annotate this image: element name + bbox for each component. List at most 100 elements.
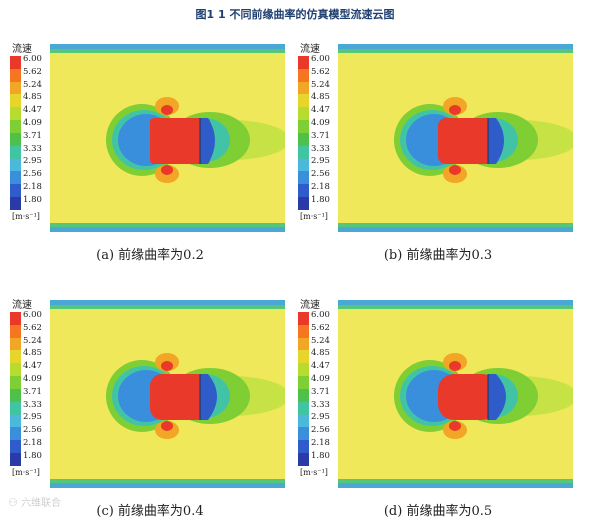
contour-panel: 流速 6.00 5.62 5.24 4.85 4.47 4.09 3.71 3.33 2.95 2… bbox=[10, 40, 290, 270]
velocity-contour-plot bbox=[50, 300, 285, 488]
legend-color-step bbox=[298, 350, 309, 364]
legend-color-step bbox=[298, 81, 309, 95]
legend-tick-label: 3.33 bbox=[311, 399, 330, 410]
legend-colorbar bbox=[298, 312, 309, 466]
legend-tick-label: 5.62 bbox=[23, 66, 42, 77]
legend-tick-label: 1.80 bbox=[23, 450, 42, 461]
legend-color-step bbox=[10, 427, 21, 441]
legend-title: 流速 bbox=[300, 44, 320, 55]
legend-tick-label: 4.09 bbox=[23, 117, 42, 128]
legend-color-step bbox=[10, 107, 21, 121]
legend-color-step bbox=[10, 171, 21, 185]
legend-tick-label: 4.47 bbox=[23, 361, 42, 372]
contour-image bbox=[338, 44, 573, 232]
legend-color-step bbox=[298, 158, 309, 172]
panel-caption: (b) 前缘曲率为0.3 bbox=[383, 248, 493, 263]
legend-tick-label: 2.56 bbox=[311, 169, 330, 180]
legend-tick-label: 4.85 bbox=[311, 92, 330, 103]
legend-tick-label: 5.62 bbox=[311, 322, 330, 333]
legend-tick-label: 1.80 bbox=[23, 194, 42, 205]
legend-labels: 6.00 5.62 5.24 4.85 4.47 4.09 3.71 3.33 2.95 2.56… bbox=[311, 53, 330, 207]
legend-color-step bbox=[10, 401, 21, 415]
legend-tick-label: 3.71 bbox=[311, 130, 330, 141]
legend-tick-label: 1.80 bbox=[311, 450, 330, 461]
legend-color-step bbox=[298, 197, 309, 210]
legend-colorbar bbox=[298, 56, 309, 210]
legend-tick-label: 6.00 bbox=[23, 310, 42, 320]
legend-tick-label: 4.85 bbox=[311, 348, 330, 359]
legend-color-step bbox=[10, 376, 21, 389]
legend-color-step bbox=[298, 120, 309, 133]
legend-color-step bbox=[10, 197, 21, 210]
legend-tick-label: 3.71 bbox=[23, 130, 42, 141]
legend-color-step bbox=[298, 184, 309, 198]
legend-color-step bbox=[298, 440, 309, 454]
legend-color-step bbox=[10, 337, 21, 351]
legend-color-step bbox=[298, 388, 309, 402]
legend-title: 流速 bbox=[12, 300, 32, 311]
legend-tick-label: 6.00 bbox=[311, 310, 330, 320]
legend-title: 流速 bbox=[12, 44, 32, 55]
legend-color-step bbox=[10, 81, 21, 95]
contour-panel: 流速 6.00 5.62 5.24 4.85 4.47 4.09 3.71 3.33 2.95 2… bbox=[298, 40, 578, 270]
legend-title: 流速 bbox=[300, 300, 320, 311]
legend-color-step bbox=[298, 171, 309, 185]
legend-color-step bbox=[10, 68, 21, 82]
legend-color-step bbox=[298, 401, 309, 415]
legend-color-step bbox=[298, 414, 309, 428]
legend-tick-label: 6.00 bbox=[23, 54, 42, 64]
legend-tick-label: 5.24 bbox=[311, 79, 330, 90]
legend-color-step bbox=[298, 427, 309, 441]
legend-tick-label: 2.18 bbox=[311, 437, 330, 448]
legend-tick-label: 3.71 bbox=[311, 386, 330, 397]
legend-color-step bbox=[10, 440, 21, 454]
legend-color-step bbox=[10, 145, 21, 159]
legend-color-step bbox=[10, 94, 21, 108]
legend-color-step bbox=[298, 312, 309, 325]
legend-color-step bbox=[10, 184, 21, 198]
contour-image bbox=[50, 44, 285, 232]
legend-tick-label: 2.56 bbox=[23, 169, 42, 180]
legend-tick-label: 2.95 bbox=[311, 412, 330, 423]
legend-unit: [m·s⁻¹] bbox=[300, 212, 328, 221]
legend-color-step bbox=[10, 324, 21, 338]
watermark-text: 六维联合 bbox=[21, 498, 62, 509]
legend-tick-label: 3.33 bbox=[23, 399, 42, 410]
legend-unit: [m·s⁻¹] bbox=[300, 468, 328, 477]
legend-color-step bbox=[10, 120, 21, 133]
velocity-contour-plot bbox=[338, 300, 573, 488]
contour-panel: 流速 6.00 5.62 5.24 4.85 4.47 4.09 3.71 3.33 2.95 2… bbox=[298, 296, 578, 526]
legend-tick-label: 4.47 bbox=[311, 361, 330, 372]
legend-color-step bbox=[10, 312, 21, 325]
legend-color-step bbox=[298, 324, 309, 338]
legend-color-step bbox=[298, 68, 309, 82]
legend-tick-label: 5.24 bbox=[23, 335, 42, 346]
legend-tick-label: 5.24 bbox=[311, 335, 330, 346]
legend-color-step bbox=[298, 337, 309, 351]
legend-color-step bbox=[298, 145, 309, 159]
legend-color-step bbox=[10, 414, 21, 428]
legend-color-step bbox=[298, 453, 309, 466]
contour-panel: 流速 6.00 5.62 5.24 4.85 4.47 4.09 3.71 3.33 2.95 2… bbox=[10, 296, 290, 526]
legend-color-step bbox=[10, 56, 21, 69]
legend-tick-label: 4.09 bbox=[311, 373, 330, 384]
legend-color-step bbox=[298, 107, 309, 121]
velocity-contour-plot bbox=[50, 44, 285, 232]
legend-labels: 6.00 5.62 5.24 4.85 4.47 4.09 3.71 3.33 2.95 2.56… bbox=[311, 309, 330, 463]
legend-unit: [m·s⁻¹] bbox=[12, 468, 40, 477]
contour-image bbox=[50, 300, 285, 488]
legend-labels: 6.00 5.62 5.24 4.85 4.47 4.09 3.71 3.33 2.95 2.56… bbox=[23, 53, 42, 207]
panel-caption: (a) 前缘曲率为0.2 bbox=[96, 248, 204, 263]
legend-color-step bbox=[10, 453, 21, 466]
legend-tick-label: 2.18 bbox=[311, 181, 330, 192]
contour-image bbox=[338, 300, 573, 488]
legend-tick-label: 2.56 bbox=[23, 425, 42, 436]
legend-tick-label: 3.33 bbox=[23, 143, 42, 154]
velocity-contour-plot bbox=[338, 44, 573, 232]
legend-tick-label: 4.47 bbox=[311, 105, 330, 116]
legend-color-step bbox=[10, 388, 21, 402]
figure-title: 图1 1 不同前缘曲率的仿真模型流速云图 bbox=[195, 8, 395, 21]
legend-color-step bbox=[298, 132, 309, 146]
legend-tick-label: 4.85 bbox=[23, 348, 42, 359]
legend-tick-label: 3.71 bbox=[23, 386, 42, 397]
